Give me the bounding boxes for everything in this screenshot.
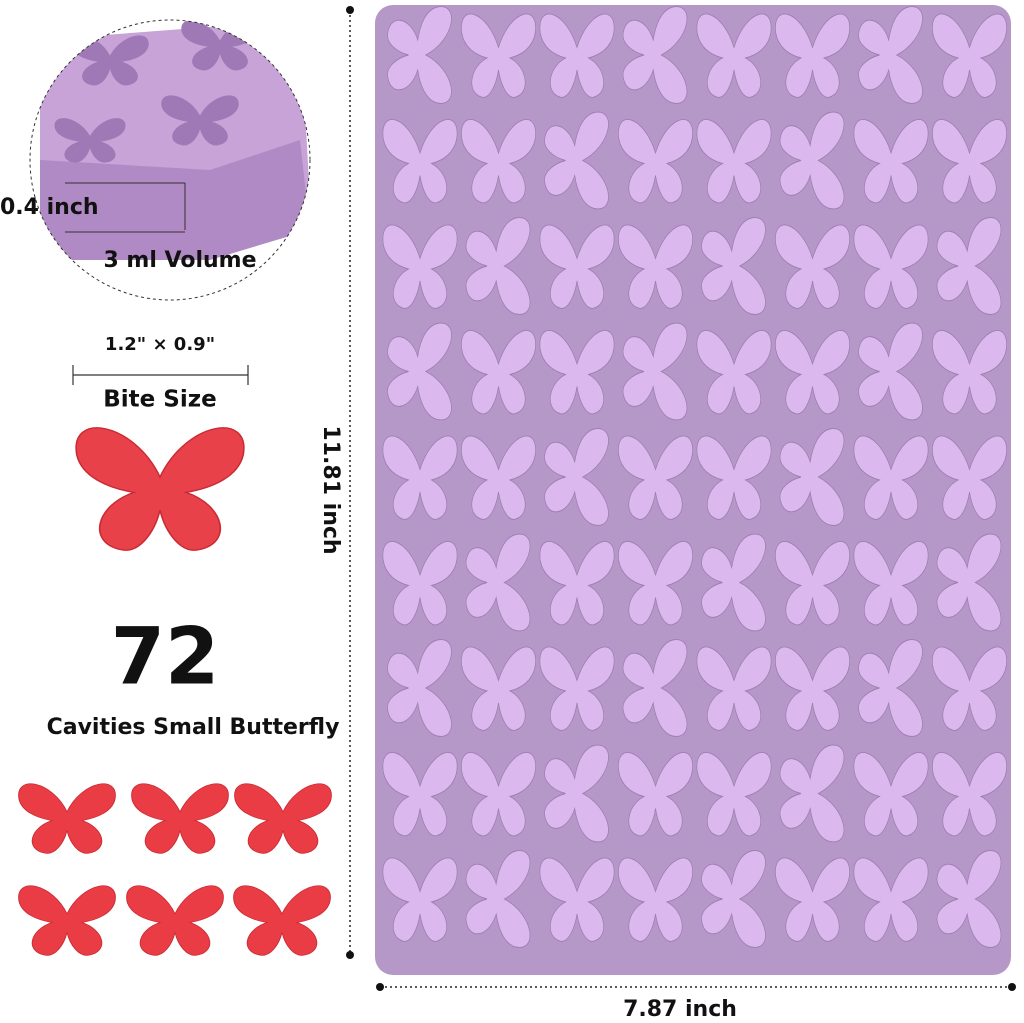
bite-label: Bite Size <box>103 387 216 413</box>
zoom-view <box>30 20 310 300</box>
gummy <box>232 885 332 957</box>
gummy <box>17 885 117 957</box>
gummy-group <box>17 783 333 957</box>
dot <box>1008 983 1016 991</box>
dot <box>376 983 384 991</box>
dot <box>346 951 354 959</box>
gummy <box>17 783 117 855</box>
width-label: 7.87 inch <box>623 997 737 1022</box>
gummy <box>125 885 225 957</box>
volume-label: 3 ml Volume <box>103 248 256 273</box>
gummy <box>130 783 230 855</box>
dot <box>346 6 354 14</box>
zoom-border <box>29 19 311 301</box>
gummy <box>233 783 333 855</box>
size-label: 1.2" × 0.9" <box>105 334 215 355</box>
depth-label: 0.4 inch <box>0 195 99 220</box>
gummy-large <box>74 426 246 552</box>
count-label: Cavities Small Butterfly <box>47 715 340 740</box>
mold-tray <box>375 5 1011 975</box>
count-number: 72 <box>111 612 220 702</box>
height-label: 11.81 inch <box>318 425 343 554</box>
